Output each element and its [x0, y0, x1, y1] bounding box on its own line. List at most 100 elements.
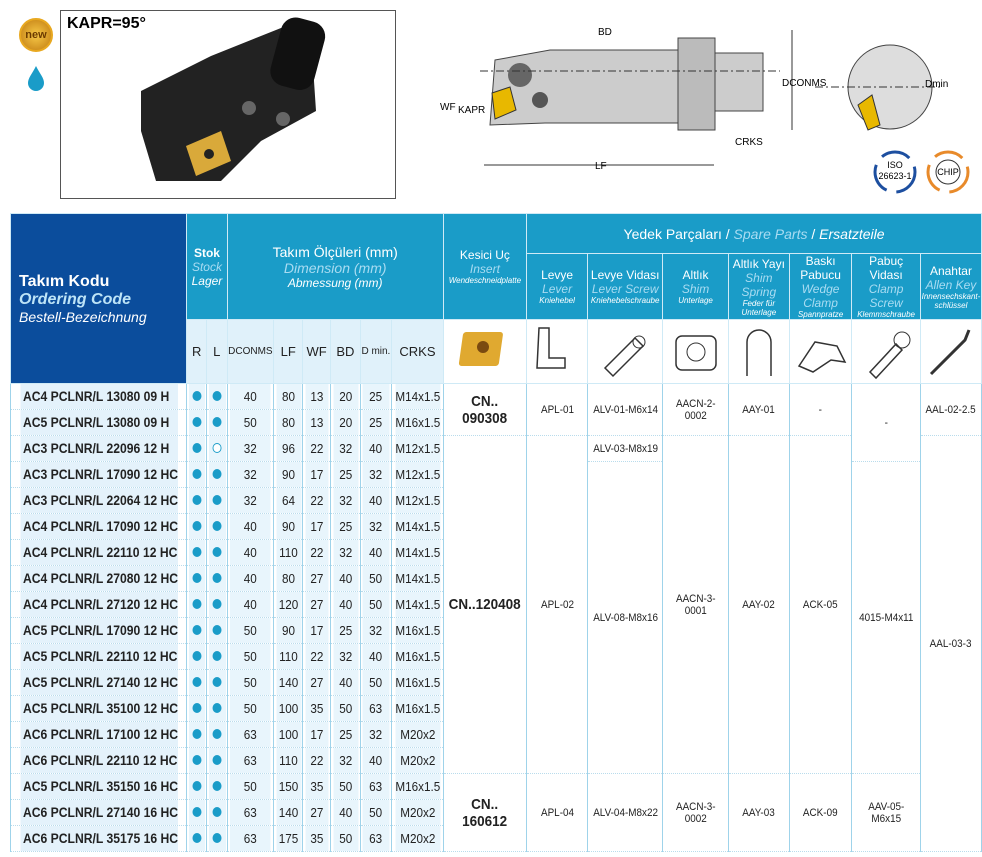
part-header-tr: Anahtar: [929, 263, 972, 278]
tool-holder-image: [141, 17, 326, 181]
dim-bd: 25: [331, 617, 360, 644]
dim-wf: 22: [303, 643, 330, 670]
stock-l: [207, 747, 227, 774]
column-header-wf: WF: [302, 319, 332, 384]
dim-bd: 32: [331, 643, 360, 670]
in-stock-dot-icon: [212, 729, 222, 739]
stock-l: [207, 695, 227, 722]
stock-l: [207, 383, 227, 410]
dim-crks: M20x2: [393, 799, 442, 826]
shim-image-cell: [662, 319, 729, 384]
dim-dmin: 40: [361, 747, 391, 774]
dim-wf: 17: [303, 513, 330, 540]
dim-wf: 22: [303, 487, 330, 514]
stock-l: [207, 461, 227, 488]
dim-dconms: 50: [228, 695, 272, 722]
stock-r: [187, 409, 206, 436]
ordering-code: AC5 PCLNR/L 27140 12 HC: [18, 669, 179, 696]
part-header-tr: Levye Vidası: [590, 268, 660, 282]
dim-wf: 35: [303, 825, 330, 852]
dim-lf: 80: [274, 409, 302, 436]
dim-wf: 17: [303, 721, 330, 748]
dim-lf: 90: [274, 461, 302, 488]
in-stock-dot-icon: [212, 703, 222, 713]
in-stock-dot-icon: [192, 755, 202, 765]
shim-cell: AACN-3-0001: [665, 435, 726, 774]
dim-lf: 80: [274, 383, 302, 410]
dim-dconms: 32: [228, 487, 272, 514]
shim-spring-image-cell: [727, 319, 790, 384]
lever-cell: APL-01: [529, 383, 585, 436]
shim-cell: AACN-3-0002: [665, 773, 726, 852]
table-row: AC4 PCLNR/L 27120 12 HC 40 120 27 40 50 M14x1.…: [11, 591, 982, 618]
dim-dconms: 63: [228, 747, 272, 774]
dim-crks: M14x1.5: [393, 565, 442, 592]
in-stock-dot-icon: [192, 807, 202, 817]
stock-l: [207, 799, 227, 826]
in-stock-dot-icon: [192, 521, 202, 531]
in-stock-dot-icon: [192, 781, 202, 791]
dim-bd: 20: [331, 383, 360, 410]
ordering-code: AC5 PCLNR/L 13080 09 H: [18, 409, 179, 436]
stock-l: [207, 565, 227, 592]
dim-bd: 40: [331, 591, 360, 618]
dim-crks: M16x1.5: [393, 643, 442, 670]
dim-lf: 140: [274, 669, 302, 696]
table-row: AC6 PCLNR/L 27140 16 HC 63 140 27 40 50 M20x2: [11, 799, 982, 826]
column-header-l: L: [206, 319, 228, 384]
dim-bd: 32: [331, 435, 360, 462]
part-header-en: Wedge Clamp: [801, 282, 840, 310]
dim-dmin: 50: [361, 669, 391, 696]
dim-bd: 25: [331, 721, 360, 748]
stock-r: [187, 747, 206, 774]
technical-drawing: BD DCONMS WF KAPR CRKS LF Dmin ISO 26623…: [440, 27, 970, 194]
in-stock-dot-icon: [192, 677, 202, 687]
allen-key-icon: [929, 329, 971, 376]
ordering-code: AC5 PCLNR/L 35150 16 HC: [18, 773, 179, 800]
column-header-dmin: D min.: [359, 319, 393, 384]
part-header-lever-screw: Levye Vidası Lever Screw Kniehebelschraube: [587, 253, 664, 320]
in-stock-dot-icon: [212, 625, 222, 635]
dim-dmin: 32: [361, 617, 391, 644]
dim-bd: 40: [331, 669, 360, 696]
dim-lf: 175: [274, 825, 302, 852]
part-header-tr: Levye: [541, 268, 574, 282]
dim-bd: 32: [331, 487, 360, 514]
wedge-clamp-cell: -: [791, 383, 850, 436]
part-header-de: Feder für Unterlage: [741, 298, 777, 317]
dim-dmin: 25: [361, 409, 391, 436]
dim-wf: 27: [303, 799, 330, 826]
stock-r: [187, 721, 206, 748]
in-stock-dot-icon: [212, 469, 222, 479]
dim-crks: M12x1.5: [393, 487, 442, 514]
table-row: AC4 PCLNR/L 17090 12 HC 40 90 17 25 32 M14x1.5: [11, 513, 982, 540]
table-row: AC4 PCLNR/L 13080 09 H 40 80 13 20 25 M14x1.5 C…: [11, 383, 982, 462]
iso-cert-icon: ISO 26623-1: [873, 150, 917, 194]
stock-r: [187, 695, 206, 722]
part-header-de: Kniehebelschraube: [590, 296, 660, 305]
lever-screw-cell: ALV-08-M8x16: [590, 461, 660, 774]
lever-cell: APL-02: [529, 435, 585, 774]
wedge-clamp-icon: [797, 341, 846, 373]
dim-dmin: 40: [361, 539, 391, 566]
dim-wf: 22: [303, 539, 330, 566]
stock-l: [207, 539, 227, 566]
dim-bd: 25: [331, 513, 360, 540]
dim-bd: 40: [331, 565, 360, 592]
insert-cell: CN..120408: [447, 435, 523, 774]
stock-r: [187, 539, 206, 566]
insert-image-cell: [442, 319, 528, 384]
ordering-code: AC4 PCLNR/L 27080 12 HC: [18, 565, 179, 592]
dim-dconms: 63: [228, 825, 272, 852]
dim-bd: 32: [331, 747, 360, 774]
dim-lf: 110: [274, 747, 302, 774]
ordering-code: AC4 PCLNR/L 13080 09 H: [18, 383, 179, 410]
dim-crks: M14x1.5: [393, 539, 442, 566]
dim-dconms: 40: [228, 591, 272, 618]
ordering-code: AC4 PCLNR/L 22110 12 HC: [18, 539, 179, 566]
dim-bd: 50: [331, 825, 360, 852]
dim-lf: 90: [274, 617, 302, 644]
dim-crks: M14x1.5: [393, 513, 442, 540]
stock-l: [207, 825, 227, 852]
dim-dconms: 40: [228, 383, 272, 410]
